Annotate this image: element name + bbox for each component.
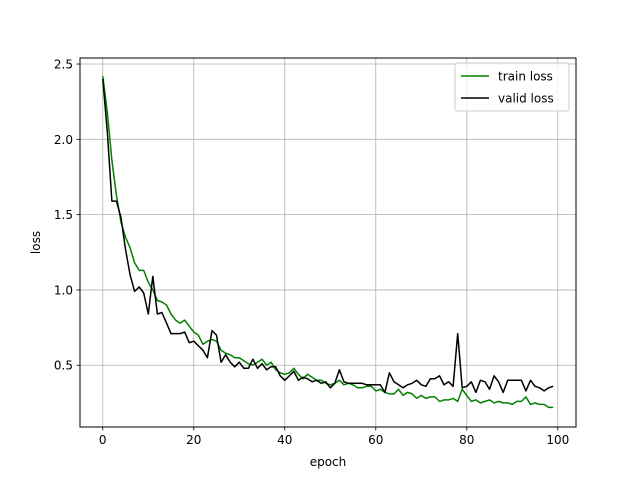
legend: train loss valid loss xyxy=(454,62,570,112)
x-axis-label: epoch xyxy=(310,455,347,469)
y-tick-label: 2.0 xyxy=(54,133,73,147)
grid xyxy=(80,58,576,427)
axis-ticks: 0 20 40 60 80 100 0.5 1.0 1.5 2.0 2.5 xyxy=(54,58,569,447)
legend-label-valid-loss: valid loss xyxy=(498,92,554,106)
series-lines xyxy=(102,76,554,409)
x-tick-label: 80 xyxy=(459,433,474,447)
y-tick-label: 1.5 xyxy=(54,208,73,222)
series-line-train-loss xyxy=(102,76,554,409)
x-tick-label: 20 xyxy=(186,433,201,447)
x-tick-label: 100 xyxy=(546,433,569,447)
x-tick-label: 60 xyxy=(368,433,383,447)
y-tick-label: 1.0 xyxy=(54,283,73,297)
y-tick-label: 0.5 xyxy=(54,359,73,373)
y-axis-label: loss xyxy=(29,231,43,254)
legend-label-train-loss: train loss xyxy=(498,70,553,84)
legend-box xyxy=(454,62,570,112)
y-tick-label: 2.5 xyxy=(54,58,73,72)
x-tick-label: 40 xyxy=(277,433,292,447)
series-line-valid-loss xyxy=(102,79,554,394)
plot-frame xyxy=(79,57,577,428)
x-tick-label: 0 xyxy=(99,433,107,447)
